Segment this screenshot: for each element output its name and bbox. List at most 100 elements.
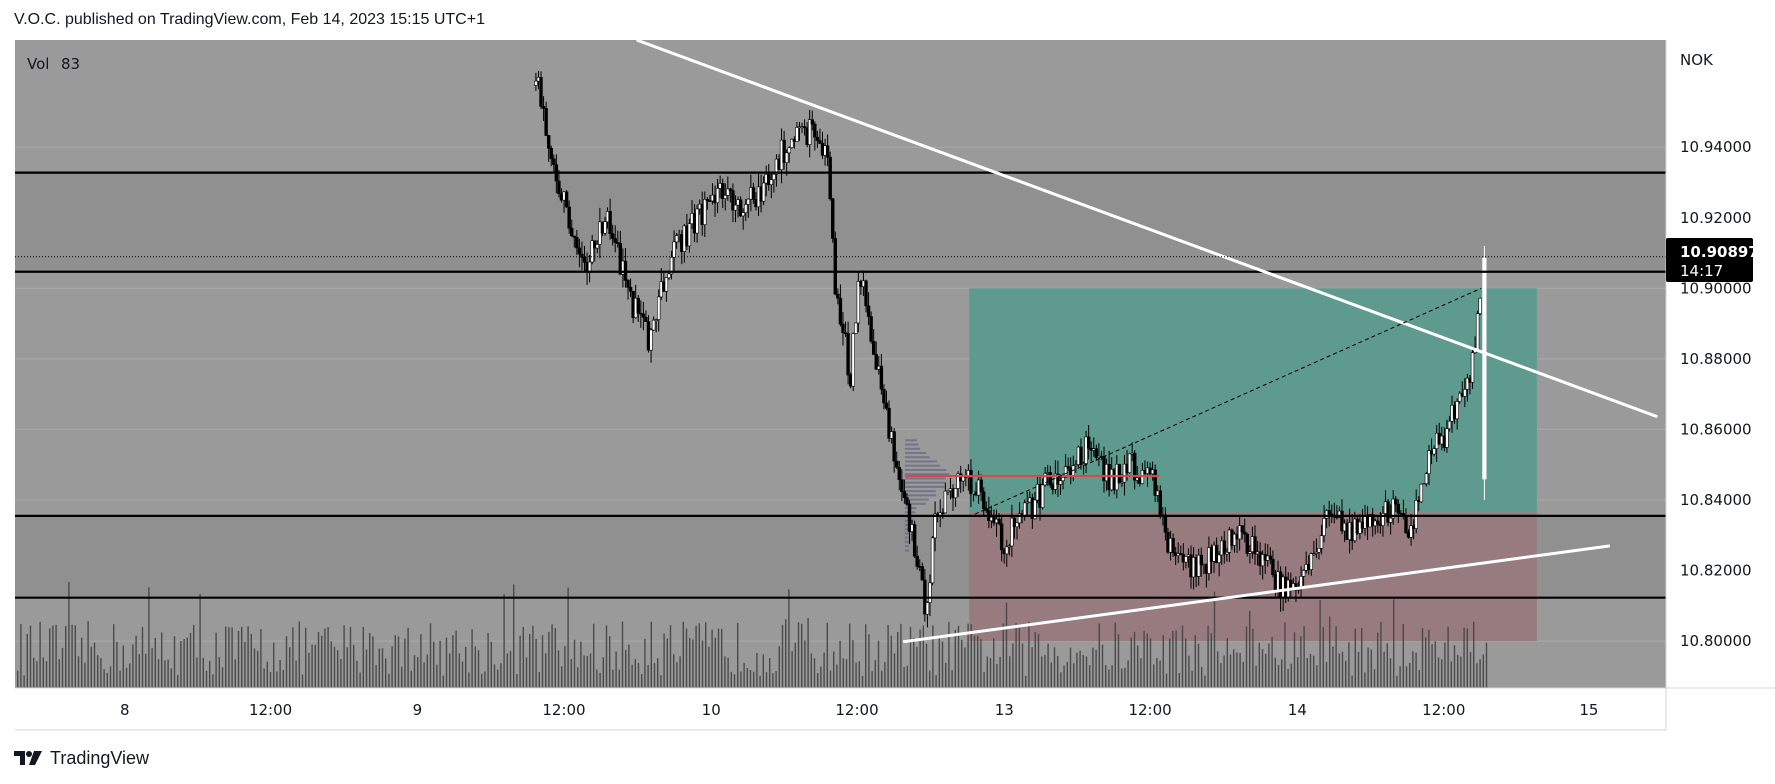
candle[interactable] [982, 491, 986, 509]
candle[interactable] [751, 187, 756, 200]
candle[interactable] [1319, 535, 1324, 549]
candle[interactable] [795, 127, 799, 142]
candle[interactable] [1309, 553, 1313, 570]
candle[interactable] [1007, 545, 1012, 548]
candle[interactable] [866, 305, 871, 317]
candle[interactable] [703, 199, 707, 225]
candle[interactable] [1179, 553, 1183, 555]
candle[interactable] [1268, 555, 1273, 560]
candle[interactable] [887, 408, 891, 439]
candle[interactable] [1222, 540, 1226, 555]
candle[interactable] [897, 466, 901, 480]
candle[interactable] [818, 140, 822, 144]
candle[interactable] [1478, 297, 1482, 314]
candle[interactable] [616, 242, 620, 244]
candle[interactable] [1214, 544, 1219, 563]
candle[interactable] [1432, 448, 1436, 455]
candle[interactable] [1081, 463, 1086, 466]
candle[interactable] [649, 329, 653, 351]
candle[interactable] [928, 582, 932, 603]
candle[interactable] [900, 479, 904, 492]
candle[interactable] [723, 195, 727, 199]
candle[interactable] [1340, 510, 1344, 532]
drawings[interactable] [15, 40, 1666, 644]
candle[interactable] [641, 313, 646, 318]
candle[interactable] [1033, 499, 1037, 519]
candle[interactable] [715, 188, 720, 204]
candle[interactable] [539, 77, 543, 107]
candle[interactable] [1253, 536, 1257, 555]
candle[interactable] [1394, 498, 1398, 505]
candle[interactable] [1414, 500, 1418, 529]
candle[interactable] [738, 199, 743, 217]
candle[interactable] [1317, 548, 1321, 553]
candle[interactable] [1422, 483, 1426, 485]
candle[interactable] [1084, 436, 1088, 464]
candle[interactable] [1424, 473, 1429, 484]
candle[interactable] [902, 491, 907, 498]
candle[interactable] [784, 152, 789, 163]
candle[interactable] [825, 145, 830, 158]
candle[interactable] [687, 223, 692, 247]
candle[interactable] [1066, 466, 1070, 469]
candle[interactable] [552, 158, 556, 165]
candle[interactable] [874, 354, 878, 370]
candle[interactable] [1061, 477, 1065, 482]
candle[interactable] [613, 238, 617, 243]
candle[interactable] [1017, 513, 1022, 524]
descending-resistance-trendline[interactable] [636, 40, 1658, 419]
candle[interactable] [1127, 453, 1132, 473]
candle[interactable] [1043, 473, 1047, 486]
candle[interactable] [1299, 576, 1303, 587]
candle[interactable] [651, 319, 656, 331]
candle[interactable] [843, 332, 848, 335]
candle[interactable] [1171, 538, 1175, 554]
candle[interactable] [664, 277, 669, 292]
candle[interactable] [953, 488, 958, 499]
candle[interactable] [628, 287, 633, 292]
candle[interactable] [1199, 554, 1203, 566]
candle[interactable] [1445, 428, 1449, 448]
candle[interactable] [905, 497, 909, 505]
candle[interactable] [1048, 472, 1052, 486]
candle[interactable] [728, 188, 733, 191]
candle[interactable] [833, 238, 837, 295]
candle[interactable] [915, 555, 919, 567]
candle[interactable] [841, 323, 845, 334]
candle[interactable] [570, 227, 574, 237]
candle[interactable] [871, 341, 876, 355]
candle[interactable] [892, 431, 896, 462]
candle[interactable] [1184, 556, 1188, 563]
candle[interactable] [1120, 481, 1124, 484]
candle[interactable] [587, 261, 592, 273]
candle[interactable] [567, 206, 571, 229]
candle[interactable] [1225, 551, 1229, 555]
candle[interactable] [1217, 554, 1221, 563]
candle[interactable] [669, 256, 674, 275]
candle[interactable] [1419, 483, 1424, 503]
candle[interactable] [941, 512, 945, 515]
candle[interactable] [1447, 420, 1452, 430]
candle[interactable] [1086, 436, 1091, 449]
candle[interactable] [1245, 533, 1250, 554]
candle[interactable] [1322, 518, 1326, 536]
candle[interactable] [769, 179, 774, 185]
candle[interactable] [854, 322, 858, 334]
candle[interactable] [838, 297, 843, 325]
candle[interactable] [943, 490, 948, 514]
candle[interactable] [549, 147, 553, 160]
candle[interactable] [1012, 517, 1017, 528]
candle[interactable] [828, 156, 832, 200]
candle[interactable] [657, 296, 661, 320]
candle[interactable] [1475, 313, 1480, 351]
candle[interactable] [864, 280, 868, 307]
candle[interactable] [790, 138, 794, 148]
candle[interactable] [879, 365, 884, 390]
candle[interactable] [608, 211, 612, 234]
candle[interactable] [851, 333, 855, 387]
candle[interactable] [1465, 377, 1470, 390]
candle[interactable] [636, 297, 640, 314]
candle[interactable] [1133, 452, 1137, 481]
candle[interactable] [582, 257, 587, 263]
candle[interactable] [1314, 551, 1319, 554]
